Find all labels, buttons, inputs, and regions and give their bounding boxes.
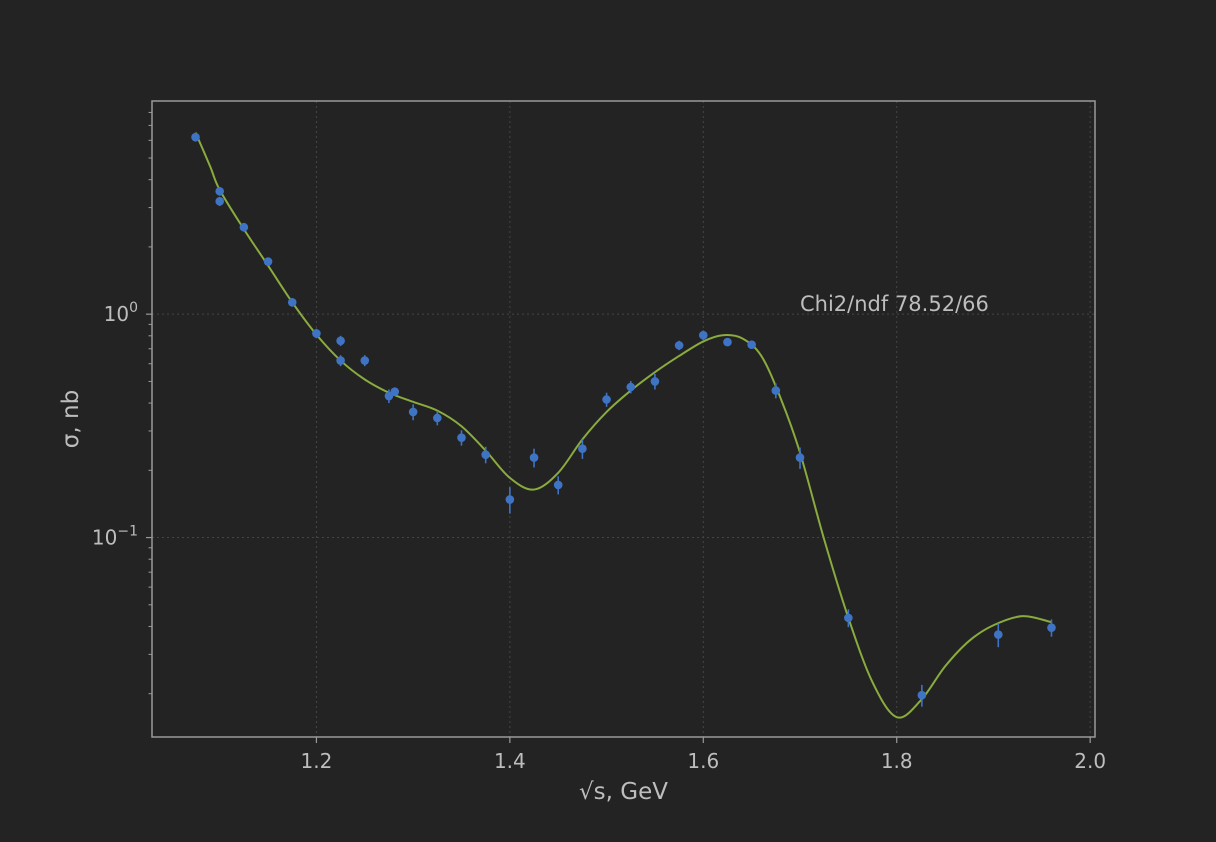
- data-point: [553, 480, 563, 490]
- data-point: [263, 257, 273, 266]
- data-point: [481, 450, 490, 459]
- data-points-layer: [191, 132, 1056, 707]
- data-point: [287, 298, 297, 307]
- data-point: [747, 340, 756, 350]
- data-point: [408, 407, 418, 417]
- data-point: [433, 413, 442, 423]
- data-point: [312, 329, 321, 338]
- x-axis-label: √s, GeV: [579, 779, 668, 805]
- data-point: [360, 356, 370, 365]
- plot-frame: [151, 100, 1096, 738]
- x-tick-label: 2.0: [1074, 749, 1106, 773]
- tick-labels: 1.2 1.4 1.6 1.8 2.0 100 10−1: [92, 300, 1106, 773]
- data-point: [626, 382, 636, 392]
- data-point: [771, 386, 781, 395]
- data-point: [723, 337, 732, 347]
- x-tick-label: 1.2: [301, 749, 333, 773]
- data-point: [1047, 623, 1056, 632]
- data-point: [993, 630, 1003, 639]
- data-point: [336, 336, 345, 346]
- data-point: [390, 387, 400, 396]
- y-axis-label: σ, nb: [58, 390, 84, 448]
- grid-lines: [152, 101, 1095, 737]
- fit-curve-layer: [194, 132, 1052, 719]
- data-point: [650, 377, 660, 386]
- data-point: [844, 613, 853, 623]
- data-point: [457, 433, 466, 442]
- data-point: [215, 186, 225, 196]
- data-point: [336, 356, 345, 365]
- data-point: [795, 453, 805, 462]
- data-point: [917, 690, 927, 700]
- y-tick-label: 100: [104, 300, 138, 326]
- x-tick-label: 1.6: [687, 749, 719, 773]
- data-point: [215, 197, 225, 206]
- data-point: [191, 132, 200, 142]
- y-tick-label: 10−1: [92, 524, 138, 550]
- x-tick-label: 1.8: [881, 749, 913, 773]
- fit-curve: [194, 132, 1052, 719]
- chi2-annotation: Chi2/ndf 78.52/66: [800, 292, 989, 316]
- data-point: [578, 444, 587, 453]
- x-tick-label: 1.4: [494, 749, 526, 773]
- data-point: [602, 395, 611, 404]
- data-point: [505, 495, 515, 504]
- data-point: [698, 330, 708, 340]
- data-point: [529, 453, 539, 462]
- data-point: [239, 222, 249, 232]
- data-point: [674, 341, 684, 350]
- axis-ticks: [146, 111, 1091, 743]
